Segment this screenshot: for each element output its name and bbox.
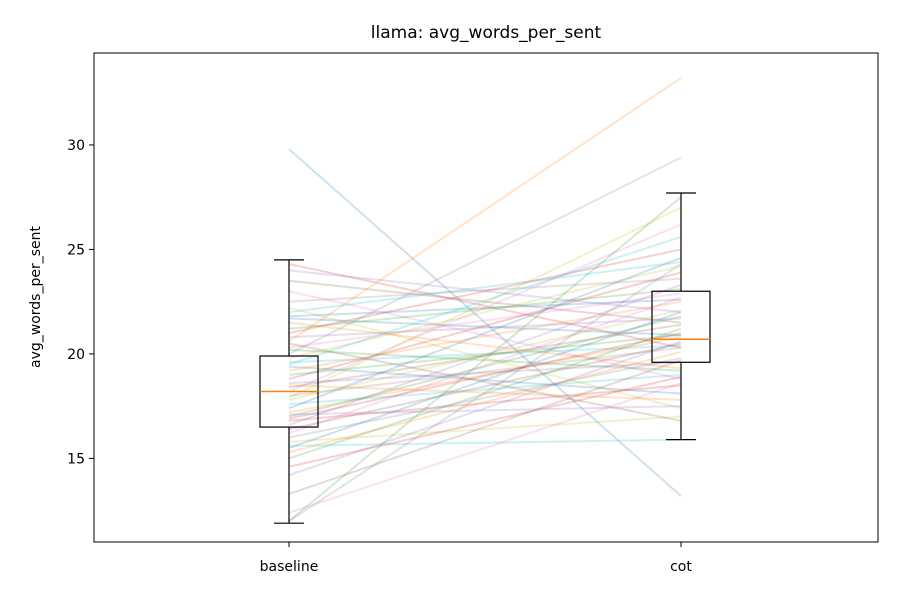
y-tick-label: 25 [67,242,85,258]
paired-line [288,327,682,460]
paired-line [288,277,682,303]
paired-line [288,196,682,522]
paired-line [288,373,682,406]
paired-line [288,284,682,426]
x-tick-label: baseline [260,559,319,575]
paired-line [288,342,682,422]
paired-line [288,321,682,370]
paired-line [288,361,682,385]
paired-line [288,346,682,397]
y-tick-label: 30 [67,138,85,154]
paired-line [288,148,682,497]
box-iqr [651,290,711,363]
x-axis: baseline cot [260,542,692,575]
paired-line [288,438,682,447]
paired-line [288,306,682,410]
paired-line [288,348,682,372]
paired-line [288,235,682,366]
paired-line [288,300,682,372]
paired-line [288,156,682,355]
y-tick-label: 15 [67,451,85,467]
paired-line [288,263,682,522]
y-tick-label: 20 [67,347,85,363]
paired-line [288,375,682,468]
paired-line [288,334,682,376]
paired-line [288,317,682,337]
paired-line [288,77,682,343]
paired-line [288,292,682,349]
paired-line [288,290,682,380]
paired-line [288,384,682,401]
paired-line [288,365,682,395]
paired-line [288,384,682,422]
chart-title: llama: avg_words_per_sent [371,23,602,43]
paired-line [288,342,682,431]
paired-line [288,317,682,339]
paired-line [288,260,682,314]
paired-line [288,256,682,410]
paired-line [288,271,682,380]
paired-line [288,269,682,314]
boxes-layer [259,192,711,524]
paired-line [288,298,682,318]
y-axis-label: avg_words_per_sent [28,225,44,367]
paired-line [288,357,682,439]
paired-line [288,332,682,420]
paired-line [288,323,682,389]
paired-line [288,382,682,514]
paired-line [288,359,682,495]
paired-line [288,405,682,416]
plot-frame [93,52,879,543]
paired-line [288,279,682,324]
paired-line [288,206,682,399]
paired-line [288,336,682,414]
paired-line [288,248,682,335]
paired-line [288,311,682,449]
y-axis: 15 20 25 30 [67,138,94,467]
paired-line [288,415,682,443]
box-cot [651,192,711,441]
paired-line [288,288,682,330]
paired-line [288,263,682,349]
box-baseline [259,259,319,524]
paired-line [288,265,682,360]
paired-line [288,315,682,418]
paired-line [288,296,682,435]
paired-line [288,223,682,393]
paired-line [288,344,682,364]
paired-line [288,350,682,454]
paired-line [288,340,682,477]
paired-lines-layer [288,77,682,522]
paired-line [288,309,682,401]
x-tick-label: cot [670,559,692,575]
